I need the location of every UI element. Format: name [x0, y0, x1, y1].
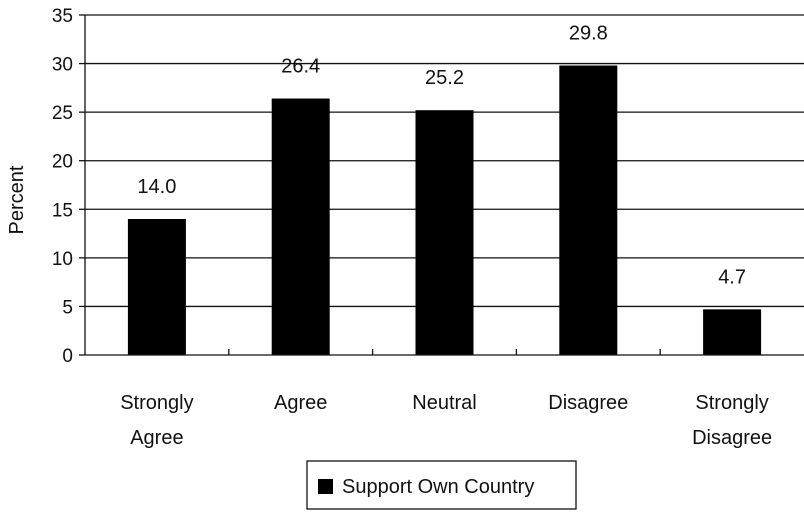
- data-label: 25.2: [425, 67, 464, 89]
- bar: [127, 219, 186, 355]
- y-tick-label: 5: [62, 297, 73, 318]
- category-label: Agree: [274, 392, 327, 414]
- legend: Support Own Country: [306, 460, 577, 510]
- y-tick-label: 0: [62, 346, 73, 367]
- y-tick-label: 35: [52, 6, 73, 27]
- bar: [415, 110, 474, 355]
- category-label: Neutral: [412, 392, 476, 414]
- category-label: Strongly: [120, 392, 193, 414]
- bar: [703, 309, 762, 355]
- category-label: Disagree: [548, 392, 628, 414]
- data-label: 26.4: [281, 56, 320, 78]
- category-labels: Strongly Agree Agree Neutral Disagree Strongl…: [120, 392, 772, 449]
- y-axis-title: Percent: [6, 165, 28, 234]
- data-label: 29.8: [569, 23, 608, 45]
- legend-label: Support Own Country: [342, 476, 534, 498]
- legend-swatch: [318, 479, 333, 494]
- category-label: Strongly: [695, 392, 768, 414]
- data-labels: 14.0 26.4 25.2 29.8 4.7: [137, 23, 746, 289]
- data-label: 4.7: [718, 266, 746, 288]
- bars: [127, 65, 762, 356]
- y-tick-labels: 0 5 10 15 20 25 30 35: [52, 6, 73, 367]
- y-tick-label: 15: [52, 200, 73, 221]
- legend-box: [306, 460, 577, 510]
- data-label: 14.0: [137, 176, 176, 198]
- y-tick-label: 30: [52, 55, 73, 76]
- bar: [271, 98, 330, 356]
- category-label: Disagree: [692, 427, 772, 449]
- bar: [559, 65, 618, 355]
- y-tick-label: 25: [52, 103, 73, 124]
- y-tick-label: 20: [52, 152, 73, 173]
- y-tick-label: 10: [52, 249, 73, 270]
- axes: [79, 14, 804, 356]
- category-label: Agree: [130, 427, 183, 449]
